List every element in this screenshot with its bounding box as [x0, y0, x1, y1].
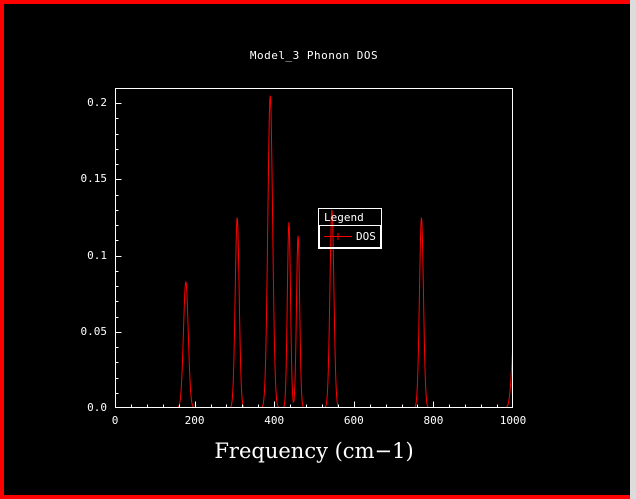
legend-title: Legend: [324, 211, 364, 224]
legend-entry-dos: DOS: [319, 225, 381, 248]
chart-title: Model_3 Phonon DOS: [249, 49, 379, 62]
window-border-left: [0, 0, 4, 499]
x-tick-label: 400: [264, 414, 285, 427]
legend-box: Legend DOS: [318, 208, 382, 249]
y-tick-label: 0.1: [87, 248, 107, 262]
window-border-bottom: [0, 495, 630, 499]
y-tick-label: 0.2: [87, 96, 107, 110]
plot-frame: [115, 88, 513, 408]
y-tick-label: 0.05: [80, 324, 108, 338]
x-tick-label: 600: [343, 414, 364, 427]
dos-curve-canvas: [115, 88, 513, 408]
y-tick-label: 0.15: [80, 172, 108, 186]
x-axis-label: Frequency (cm−1): [214, 439, 414, 463]
window-border-top: [0, 0, 630, 4]
x-tick-label: 0: [111, 414, 119, 427]
window-edge-strip: [630, 0, 636, 499]
dos-line-sample: [324, 233, 352, 240]
y-tick-label: 0.0: [87, 401, 107, 414]
x-tick-label: 800: [423, 414, 444, 427]
dos-curve: [115, 95, 513, 408]
x-tick-label: 200: [184, 414, 205, 427]
x-tick-label: 1000: [499, 414, 527, 427]
legend-entry-label: DOS: [356, 230, 376, 243]
plot-area: [115, 88, 513, 408]
